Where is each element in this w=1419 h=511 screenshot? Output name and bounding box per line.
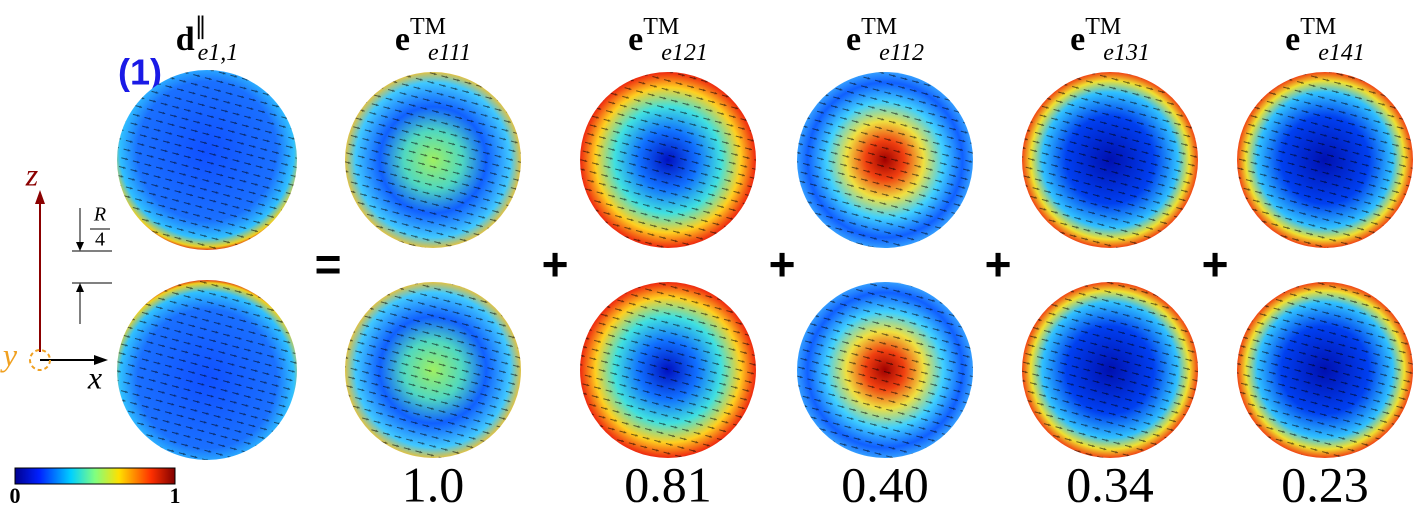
title-superscript: TM xyxy=(410,14,446,40)
y-axis-marker xyxy=(29,349,51,371)
panel-title: eTM e121 xyxy=(628,14,708,66)
panel: eTM e141 0.23 xyxy=(1237,14,1413,511)
title-base: e xyxy=(395,21,410,58)
title-base: e xyxy=(628,21,643,58)
coordinate-axes: z x y R 4 xyxy=(0,156,112,395)
z-label: z xyxy=(25,156,39,192)
coefficient: 0.40 xyxy=(841,456,929,511)
panel: eTM e131 0.34 xyxy=(1022,14,1198,511)
title-base: e xyxy=(846,21,861,58)
coefficient: 0.34 xyxy=(1066,456,1154,511)
field-arrows xyxy=(1237,72,1413,248)
colorbar-tick-label: 0 xyxy=(10,483,21,508)
field-arrows xyxy=(1237,282,1413,458)
field-arrows xyxy=(345,72,521,248)
field-arrows xyxy=(345,282,521,458)
title-subscript: e112 xyxy=(879,40,924,66)
field-arrows xyxy=(797,282,973,458)
field-arrows xyxy=(1022,282,1198,458)
scale-arrowhead xyxy=(76,283,84,292)
panel-label: (1) xyxy=(118,52,162,93)
panel: eTM e121 0.81 xyxy=(580,14,756,511)
colorbar xyxy=(14,467,176,485)
field-arrows xyxy=(117,280,297,460)
title-subscript: e141 xyxy=(1318,40,1365,66)
title-superscript: TM xyxy=(1300,14,1336,40)
colorbar-tick-label: 1 xyxy=(170,483,181,508)
title-superscript: TM xyxy=(861,14,897,40)
coefficient: 0.81 xyxy=(624,456,712,511)
field-arrows xyxy=(117,70,297,250)
panel-title: eTM e112 xyxy=(846,14,924,66)
plus-sign: + xyxy=(542,238,569,290)
coefficient: 0.23 xyxy=(1281,456,1369,511)
title-subscript: e131 xyxy=(1103,40,1150,66)
panel-title: eTM e141 xyxy=(1285,14,1365,66)
colorbar-scale xyxy=(14,467,176,485)
title-superscript: TM xyxy=(643,14,679,40)
title-subscript: e111 xyxy=(428,40,471,66)
title-subscript: e1,1 xyxy=(198,40,239,66)
field-arrows xyxy=(1022,72,1198,248)
y-label: y xyxy=(0,336,18,372)
plus-sign: + xyxy=(769,238,796,290)
panel-title: d∥ e1,1 xyxy=(176,14,239,66)
title-base: d xyxy=(176,21,195,58)
plus-sign: + xyxy=(985,238,1012,290)
title-base: e xyxy=(1285,21,1300,58)
panel: d∥ e1,1 xyxy=(117,14,297,460)
plus-sign: + xyxy=(1202,238,1229,290)
panel-title: eTM e131 xyxy=(1070,14,1150,66)
scale-numerator: R xyxy=(93,204,106,226)
scale-arrowhead xyxy=(76,242,84,251)
title-base: e xyxy=(1070,21,1085,58)
z-arrowhead xyxy=(35,190,45,204)
panel: eTM e111 1.0 xyxy=(345,14,521,511)
coefficient: 1.0 xyxy=(402,456,465,511)
title-superscript: TM xyxy=(1085,14,1121,40)
field-arrows xyxy=(580,282,756,458)
equals-sign: = xyxy=(315,238,342,290)
title-subscript: e121 xyxy=(661,40,708,66)
title-superscript: ∥ xyxy=(195,14,207,40)
x-label: x xyxy=(87,359,102,395)
field-arrows xyxy=(580,72,756,248)
field-arrows xyxy=(797,72,973,248)
panel-title: eTM e111 xyxy=(395,14,471,66)
x-arrowhead xyxy=(94,355,108,365)
panel: eTM e112 0.40 xyxy=(797,14,973,511)
scale-denominator: 4 xyxy=(95,229,105,251)
